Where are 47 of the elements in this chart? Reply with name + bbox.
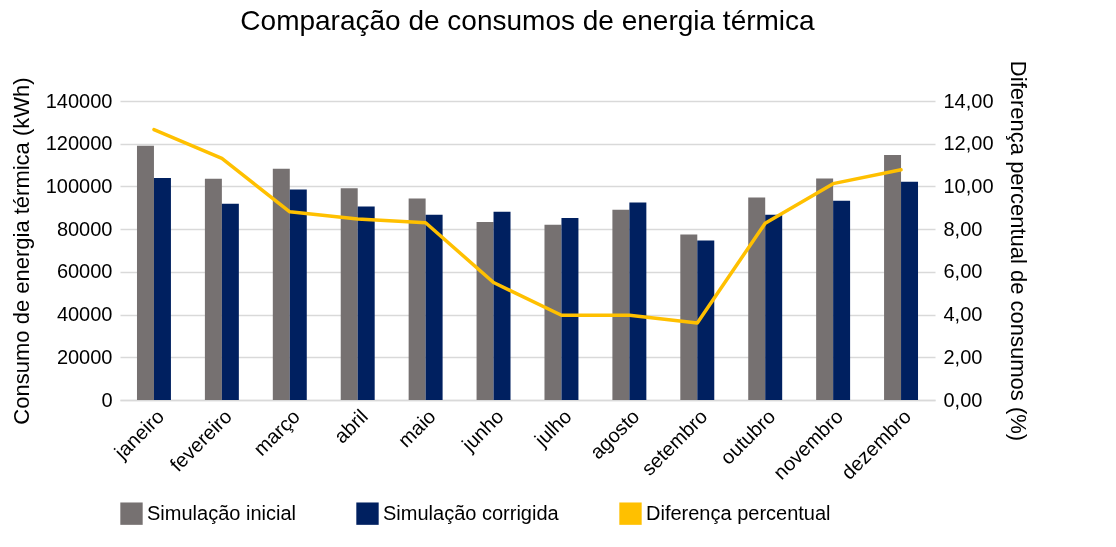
bar bbox=[204, 178, 222, 400]
y2-axis-title: Diferença percentual de consumos (%) bbox=[1005, 60, 1031, 442]
bar bbox=[476, 221, 494, 400]
y-tick-label: 80000 bbox=[56, 217, 113, 240]
chart-title: Comparação de consumos de energia térmica bbox=[240, 5, 816, 37]
bar bbox=[697, 240, 715, 400]
bar bbox=[884, 155, 902, 400]
y-tick-label: 20000 bbox=[56, 345, 113, 368]
bar bbox=[357, 206, 375, 400]
legend-label: Simulação inicial bbox=[147, 501, 296, 524]
bar bbox=[289, 189, 307, 400]
y-tick-label: 140000 bbox=[45, 89, 113, 112]
bar bbox=[612, 209, 630, 400]
legend-label: Simulação corrigida bbox=[383, 501, 560, 524]
bar bbox=[765, 214, 783, 400]
y-tick-label: 40000 bbox=[56, 303, 113, 326]
bar bbox=[272, 168, 290, 400]
bar bbox=[340, 188, 358, 400]
bar bbox=[544, 224, 562, 400]
bar bbox=[136, 145, 154, 400]
bar bbox=[833, 200, 851, 400]
bar bbox=[680, 234, 698, 400]
legend-label: Diferença percentual bbox=[646, 501, 831, 524]
bar bbox=[561, 218, 579, 400]
y2-tick-label: 10,00 bbox=[943, 174, 994, 197]
y2-tick-label: 12,00 bbox=[943, 132, 994, 155]
y2-tick-label: 0,00 bbox=[943, 388, 983, 411]
bar bbox=[425, 214, 443, 400]
y-axis-title: Consumo de energia térmica (kWh) bbox=[8, 77, 34, 425]
bar bbox=[153, 177, 171, 400]
bar bbox=[901, 181, 919, 400]
y-tick-label: 120000 bbox=[45, 132, 113, 155]
y2-tick-label: 4,00 bbox=[943, 303, 983, 326]
bar bbox=[629, 202, 647, 400]
bar bbox=[408, 198, 426, 400]
y2-tick-label: 2,00 bbox=[943, 345, 983, 368]
y2-tick-label: 14,00 bbox=[943, 89, 994, 112]
y-tick-label: 100000 bbox=[45, 174, 113, 197]
bar bbox=[748, 197, 766, 400]
bar bbox=[816, 178, 834, 400]
line-series bbox=[152, 127, 903, 325]
y2-tick-label: 6,00 bbox=[943, 260, 983, 283]
bar bbox=[493, 211, 511, 400]
y-tick-label: 0 bbox=[101, 388, 113, 411]
bar bbox=[221, 203, 239, 400]
y-tick-label: 60000 bbox=[56, 260, 113, 283]
y2-tick-label: 8,00 bbox=[943, 217, 983, 240]
